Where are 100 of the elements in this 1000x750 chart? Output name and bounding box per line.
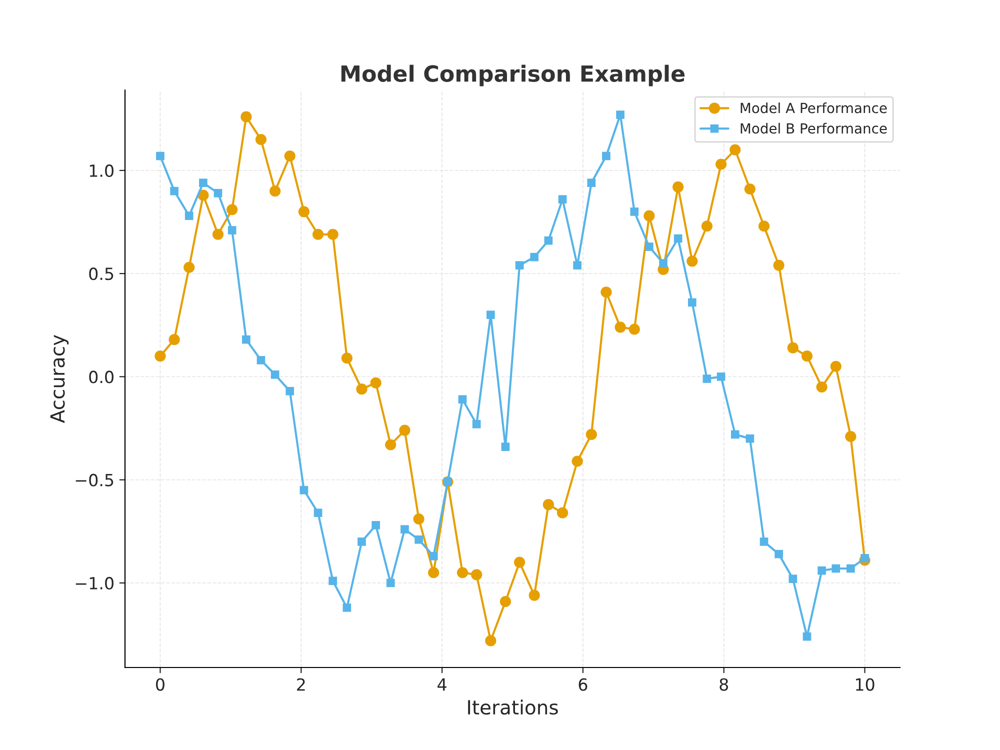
point (226, 204, 238, 216)
point (688, 298, 696, 307)
point (270, 370, 280, 379)
point (702, 374, 712, 383)
point (730, 144, 741, 156)
point (314, 508, 322, 517)
point (602, 152, 610, 160)
point (686, 256, 698, 267)
point (372, 521, 380, 530)
point (628, 324, 640, 335)
point (184, 262, 195, 273)
y-tick-label: 0.5 (89, 268, 114, 280)
point (701, 220, 713, 232)
point (312, 228, 324, 240)
point (787, 342, 798, 354)
point (255, 134, 267, 146)
point (456, 567, 468, 578)
point (830, 360, 842, 372)
point (184, 212, 194, 220)
point (199, 178, 208, 187)
point (716, 372, 726, 381)
x-tick-label: 10 (856, 678, 874, 691)
point (358, 538, 366, 546)
point (744, 183, 756, 195)
point (472, 420, 481, 428)
x-tick-label: 6 (578, 678, 588, 691)
point (846, 564, 855, 573)
legend-label: Model A Performance (740, 102, 887, 114)
point (212, 228, 224, 240)
point (558, 195, 567, 204)
point (385, 439, 396, 450)
y-tick-label: −1.0 (76, 576, 114, 590)
x-tick-label: 2 (297, 678, 305, 691)
point (644, 210, 655, 222)
point (156, 152, 164, 160)
point (845, 430, 856, 442)
point (400, 525, 409, 534)
point (672, 181, 684, 192)
point (485, 635, 496, 646)
point (818, 566, 826, 575)
point (788, 574, 798, 583)
point (284, 150, 296, 162)
point (370, 377, 382, 388)
point (458, 395, 467, 404)
point (556, 507, 568, 518)
point (341, 352, 352, 364)
point (515, 261, 524, 270)
point (730, 430, 740, 439)
point (659, 259, 668, 268)
point (356, 384, 368, 395)
point (760, 538, 768, 546)
y-tick-label: 0.0 (89, 370, 114, 384)
point (486, 310, 495, 319)
y-tick-label: 1.0 (90, 164, 114, 178)
point (758, 220, 770, 232)
point (399, 424, 410, 436)
y-axis-title: Accuracy (50, 334, 69, 423)
point (528, 590, 540, 601)
point (674, 234, 682, 243)
point (614, 322, 626, 333)
point (746, 434, 754, 443)
point (270, 186, 281, 197)
point (429, 552, 438, 560)
point (715, 158, 727, 170)
point (774, 550, 783, 558)
point (616, 110, 624, 119)
point (286, 386, 294, 396)
chart-title: Model Comparison Example (341, 64, 685, 86)
point (413, 513, 424, 525)
point (298, 206, 310, 218)
point (501, 442, 510, 451)
point (832, 564, 840, 573)
point (573, 261, 582, 270)
point (428, 567, 440, 578)
point (300, 486, 308, 494)
point (801, 350, 813, 362)
x-tick-label: 8 (720, 678, 728, 691)
point (256, 356, 266, 364)
point (816, 381, 828, 393)
legend-label: Model B Performance (740, 122, 887, 134)
point (773, 260, 784, 271)
point (587, 178, 596, 187)
point (342, 604, 352, 612)
point (242, 335, 250, 344)
point (471, 569, 482, 580)
point (154, 350, 166, 362)
y-tick-label: −0.5 (76, 474, 114, 486)
point (630, 208, 639, 216)
point (586, 428, 597, 440)
point (860, 554, 869, 562)
point (802, 632, 812, 641)
point (327, 228, 338, 240)
point (645, 242, 654, 251)
point (170, 186, 178, 196)
point (414, 535, 423, 544)
point (572, 456, 583, 467)
point (214, 188, 222, 198)
point (328, 576, 338, 586)
x-tick-label: 0 (156, 678, 164, 691)
x-tick-label: 4 (438, 678, 446, 691)
